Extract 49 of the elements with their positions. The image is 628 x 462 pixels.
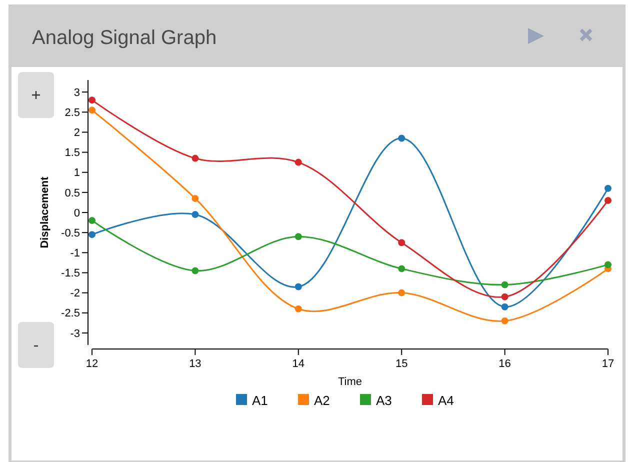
y-tick-label: 2 xyxy=(74,127,80,140)
y-tick-label: -3 xyxy=(70,328,80,340)
point xyxy=(294,233,302,240)
legend-label: A2 xyxy=(314,393,330,408)
point xyxy=(604,184,612,192)
point xyxy=(604,196,612,204)
point xyxy=(294,305,302,312)
point xyxy=(398,134,406,142)
point xyxy=(398,289,406,296)
y-tick-label: 1.5 xyxy=(64,147,80,160)
y-axis-title: Displacement xyxy=(39,176,51,248)
point xyxy=(192,194,199,202)
legend-label: A3 xyxy=(376,393,392,408)
point xyxy=(398,265,406,272)
y-tick-label: 2.5 xyxy=(64,106,80,119)
point xyxy=(192,154,199,162)
y-tick-label: 0 xyxy=(74,207,80,220)
point xyxy=(501,293,508,300)
point xyxy=(192,267,199,274)
y-tick-label: 1 xyxy=(74,167,80,180)
legend-label: A4 xyxy=(438,393,454,408)
x-tick-label: 16 xyxy=(498,358,511,370)
point xyxy=(604,261,612,268)
point xyxy=(501,303,508,310)
y-tick-label: 3 xyxy=(74,86,80,99)
point xyxy=(501,317,508,324)
y-tick-label: -1 xyxy=(70,248,80,260)
y-tick-label: -2.5 xyxy=(61,308,80,320)
chart-title: Analog Signal Graph xyxy=(32,27,217,49)
legend-label: A1 xyxy=(252,393,268,408)
point xyxy=(192,211,199,218)
y-tick-label: -1.5 xyxy=(61,268,80,280)
point xyxy=(88,231,96,238)
x-tick-label: 13 xyxy=(189,358,202,370)
point xyxy=(294,283,302,290)
point xyxy=(88,217,96,224)
x-tick-label: 15 xyxy=(395,358,408,370)
x-tick-label: 14 xyxy=(292,358,305,370)
point xyxy=(294,158,302,166)
point xyxy=(501,281,508,288)
x-tick-label: 17 xyxy=(602,358,614,370)
point xyxy=(88,106,96,114)
x-axis-title: Time xyxy=(338,376,362,388)
y-tick-label: -2 xyxy=(70,288,80,300)
point xyxy=(398,239,406,246)
y-tick-label: 0.5 xyxy=(64,187,80,200)
point xyxy=(88,96,96,104)
x-tick-label: 12 xyxy=(86,358,98,370)
y-tick-label: -0.5 xyxy=(61,227,80,240)
